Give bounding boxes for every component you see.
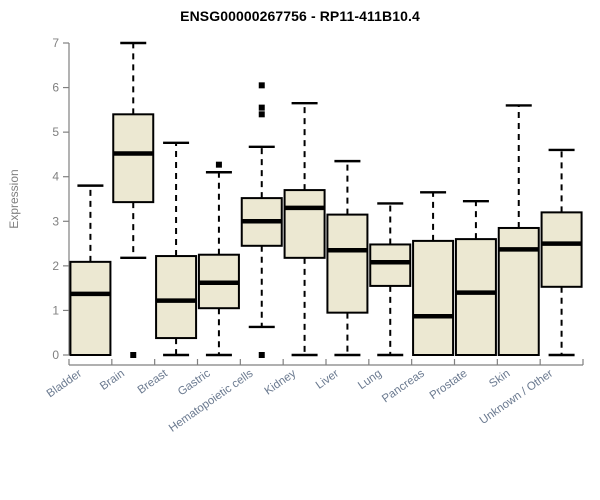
boxplot-series: [69, 41, 583, 358]
y-tick-label: 1: [52, 303, 59, 317]
outlier-point: [258, 352, 265, 358]
box-iqr: [369, 243, 412, 287]
page-title: ENSG00000267756 - RP11-411B10.4: [180, 8, 420, 24]
x-axis: [68, 359, 584, 366]
x-tick-label: Kidney: [263, 367, 299, 397]
x-tick-label: Unknown / Other: [478, 368, 556, 427]
x-tick-label: Skin: [487, 368, 512, 391]
box-iqr: [283, 189, 326, 259]
y-tick-label: 6: [52, 81, 59, 95]
y-axis-title: Expression: [7, 169, 21, 228]
boxplot-box: [454, 200, 497, 356]
y-tick-label: 2: [52, 259, 59, 273]
y-tick-label: 5: [52, 125, 59, 139]
x-tick-label: Prostate: [428, 368, 470, 402]
x-tick-label: Brain: [98, 368, 127, 393]
x-tick-label: Pancreas: [380, 367, 427, 405]
box-iqr: [326, 213, 369, 314]
y-tick-label: 7: [52, 36, 59, 50]
box-iqr: [69, 260, 112, 356]
x-tick-label: Gastric: [176, 367, 213, 398]
outlier-point: [215, 161, 222, 168]
boxplot-box: [497, 104, 540, 357]
x-tick-label: Liver: [314, 368, 341, 392]
y-tick-label: 4: [52, 170, 59, 184]
outlier-point: [130, 352, 137, 358]
y-tick-label: 3: [52, 214, 59, 228]
boxplot-box: [540, 148, 583, 357]
boxplot-box: [197, 161, 240, 357]
outlier-point: [258, 111, 265, 118]
x-tick-label: Breast: [136, 367, 171, 396]
box-iqr: [412, 239, 455, 356]
x-tick-label: Lung: [356, 368, 384, 393]
outlier-point: [258, 82, 265, 89]
box-iqr: [155, 255, 198, 340]
boxplot-box: [369, 202, 412, 357]
box-iqr: [497, 226, 540, 357]
boxplot-box: [412, 191, 455, 356]
box-iqr: [540, 211, 583, 288]
boxplot-box: [283, 101, 326, 357]
y-axis: 0 1 2 3 4 5 6 7: [52, 36, 70, 362]
boxplot-box: [326, 159, 369, 357]
box-iqr: [454, 238, 497, 356]
x-tick-label: Bladder: [45, 368, 84, 401]
boxplot-box: [155, 141, 198, 357]
outlier-point: [258, 104, 265, 111]
boxplot-box: [69, 184, 112, 356]
y-tick-label: 0: [52, 348, 59, 362]
boxplot-box: [240, 82, 283, 358]
box-iqr: [112, 113, 155, 204]
boxplot-box: [112, 41, 155, 358]
